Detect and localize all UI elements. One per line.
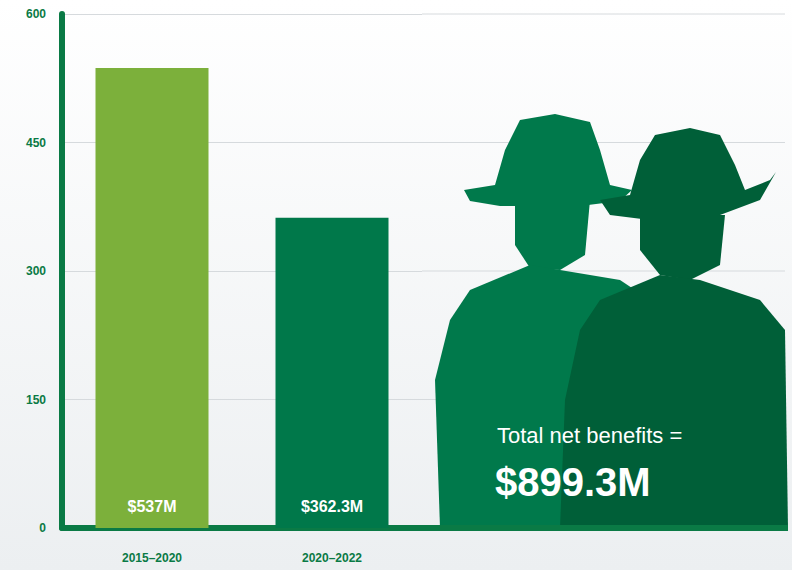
svg-text:300: 300 xyxy=(26,264,46,278)
svg-text:2020–2022: 2020–2022 xyxy=(302,551,362,565)
svg-text:$362.3M: $362.3M xyxy=(301,498,363,515)
svg-text:0: 0 xyxy=(39,521,46,535)
svg-text:$537M: $537M xyxy=(128,498,177,515)
svg-text:600: 600 xyxy=(26,7,46,21)
svg-text:2015–2020: 2015–2020 xyxy=(122,551,182,565)
svg-text:150: 150 xyxy=(26,393,46,407)
svg-text:Total net benefits =: Total net benefits = xyxy=(497,423,682,448)
svg-text:450: 450 xyxy=(26,136,46,150)
svg-text:$899.3M: $899.3M xyxy=(495,460,651,504)
